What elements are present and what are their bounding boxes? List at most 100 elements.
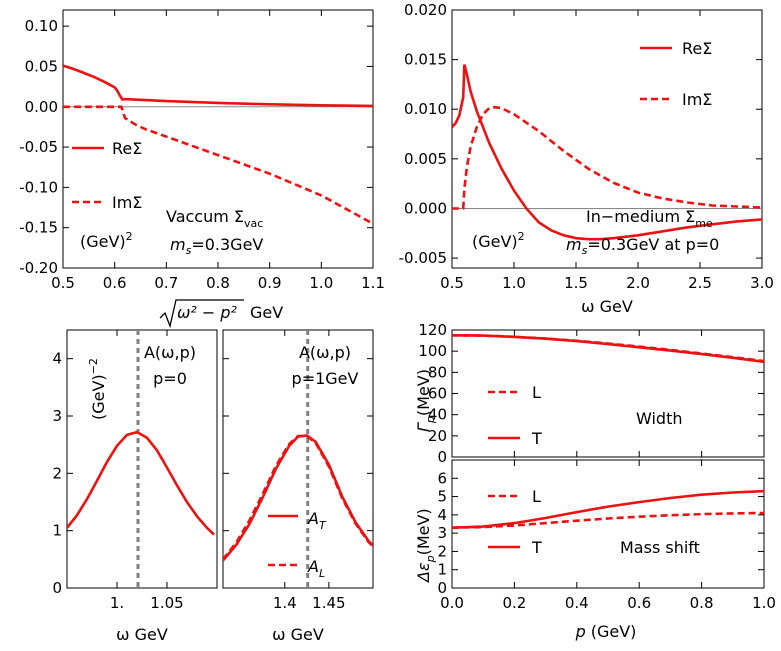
y-tick-label: 2 <box>437 542 447 560</box>
x-tick-label: 1.5 <box>564 274 588 292</box>
y-tick-label: 40 <box>428 406 447 424</box>
x-tick-label: 0.6 <box>103 274 127 292</box>
x-tick-label: 1.0 <box>502 274 526 292</box>
panel-title: A(ω,p) <box>299 343 351 362</box>
tick-layer: 0 20 40 60 80 100 120 <box>418 321 765 466</box>
legend-im-sigma: ImΣ <box>682 90 712 109</box>
y-tick-label: 5 <box>437 488 447 506</box>
y-tick-label: 0.005 <box>404 150 447 168</box>
transverse-width-curve <box>452 334 764 364</box>
longitudinal-width-curve <box>452 334 764 363</box>
y-tick-label: 0.010 <box>404 100 447 118</box>
legend-l: L <box>532 383 541 402</box>
mass-label: ms=0.3GeV at p=0 <box>566 235 719 257</box>
sqrt-symbol <box>159 299 244 329</box>
plot-frame <box>66 329 218 589</box>
x-tick-label: 0.8 <box>206 274 230 292</box>
x-tick-label: 0.4 <box>565 594 589 612</box>
x-tick-label: 0.5 <box>440 274 464 292</box>
units-label: (GeV)−2 <box>87 358 108 420</box>
x-tick-label: 1.05 <box>150 594 183 612</box>
plot-frame <box>222 329 374 589</box>
y-tick-label: 0.000 <box>404 199 447 217</box>
x-tick-label: 0.9 <box>258 274 282 292</box>
y-tick-label: 100 <box>418 342 447 360</box>
x-tick-label: 3.0 <box>750 274 774 292</box>
plot-frame <box>451 459 765 589</box>
re-sigma-curve <box>63 64 373 108</box>
x-tick-label: 1.1 <box>361 274 385 292</box>
annotation-mass-shift: Mass shift <box>620 538 700 557</box>
y-tick-label: -0.05 <box>19 138 58 156</box>
x-tick-label: 1. <box>110 594 124 612</box>
y-tick-label: 1 <box>437 561 447 579</box>
y-tick-label: 0 <box>437 448 447 466</box>
y-tick-label: -0.20 <box>19 259 58 277</box>
legend-a-t: AT <box>307 509 327 532</box>
x-tick-label: 2.5 <box>688 274 712 292</box>
y-axis-label: Δεp(MeV) <box>414 508 437 584</box>
x-tick-label: 2.0 <box>626 274 650 292</box>
panel-title: In−medium Σme <box>586 207 713 230</box>
panel-spectral-p0: 1. 1.05 0 1 2 3 4 (GeV)−2 A(ω,p) p=0 ω GeV <box>52 329 218 644</box>
tick-layer: 1. 1.05 0 1 2 3 4 <box>52 330 184 612</box>
y-tick-label: 0.015 <box>404 51 447 69</box>
tick-layer: 0.5 0.6 0.7 0.8 0.9 1.0 1.1 0.10 0.05 0.00 -0.05 -0… <box>19 10 385 292</box>
legend-re-sigma: ReΣ <box>112 139 142 158</box>
y-tick-label: -0.005 <box>399 249 447 267</box>
y-tick-label: -0.15 <box>19 219 58 237</box>
x-tick-label: 1.4 <box>273 594 297 612</box>
panel-title: Vaccum Σvac <box>166 207 263 230</box>
panel-title: A(ω,p) <box>144 343 196 362</box>
y-tick-label: 60 <box>428 385 447 403</box>
im-sigma-curve <box>63 105 373 225</box>
legend-l: L <box>532 487 541 506</box>
panel-momentum: p=0 <box>153 369 187 388</box>
mass-label: ms=0.3GeV <box>170 235 263 257</box>
transverse-spectral-curve <box>223 434 373 562</box>
x-tick-label: 0.8 <box>690 594 714 612</box>
tick-layer: 1.4 1.45 <box>223 330 373 612</box>
y-tick-label: 120 <box>418 321 447 339</box>
x-tick-label: 0.0 <box>440 594 464 612</box>
y-tick-label: 2 <box>52 464 62 482</box>
y-axis-label: Γp(MeV) <box>414 369 437 432</box>
x-tick-label: 0.5 <box>51 274 75 292</box>
x-axis-unit: GeV <box>250 303 283 322</box>
x-axis-label: ω GeV <box>272 625 324 644</box>
legend-re-sigma: ReΣ <box>682 39 712 58</box>
x-tick-label: 1.45 <box>312 594 345 612</box>
y-tick-label: 80 <box>428 363 447 381</box>
spectral-curve <box>67 430 215 536</box>
x-tick-label: 0.7 <box>154 274 178 292</box>
legend-im-sigma: ImΣ <box>112 193 142 212</box>
y-tick-label: 0.00 <box>25 98 58 116</box>
re-sigma-curve <box>452 64 762 241</box>
x-tick-label: 1.0 <box>752 594 776 612</box>
longitudinal-shift-curve <box>452 511 764 529</box>
panel-vacuum-self-energy: 0.5 0.6 0.7 0.8 0.9 1.0 1.1 0.10 0.05 0.00 -0.05 -0… <box>19 9 385 329</box>
units-label: (GeV)2 <box>472 230 525 251</box>
y-tick-label: 20 <box>428 427 447 445</box>
x-tick-label: 0.6 <box>627 594 651 612</box>
legend-t: T <box>531 429 542 448</box>
tick-layer: 0.5 1.0 1.5 2.0 2.5 3.0 0.020 0.015 0.010 0.005 0.… <box>399 1 774 292</box>
y-tick-label: 6 <box>437 469 447 487</box>
legend-a-l: AL <box>307 557 325 580</box>
panel-width: 0 20 40 60 80 100 120 L T Width Γp(MeV) <box>414 321 765 466</box>
y-tick-label: 4 <box>52 350 62 368</box>
y-tick-label: 0 <box>52 579 62 597</box>
legend-t: T <box>531 538 542 557</box>
y-tick-label: 0 <box>437 579 447 597</box>
plot-frame <box>451 9 763 269</box>
x-axis-label: ω GeV <box>581 297 633 316</box>
y-tick-label: 3 <box>437 524 447 542</box>
panel-spectral-p1: 1.4 1.45 A(ω,p) p=1GeV AT AL ω GeV <box>222 329 374 644</box>
y-tick-label: 4 <box>437 506 447 524</box>
y-tick-label: 3 <box>52 407 62 425</box>
im-sigma-curve <box>452 105 762 210</box>
x-axis-label: p (GeV) <box>575 622 637 641</box>
x-tick-label: 1.0 <box>309 274 333 292</box>
